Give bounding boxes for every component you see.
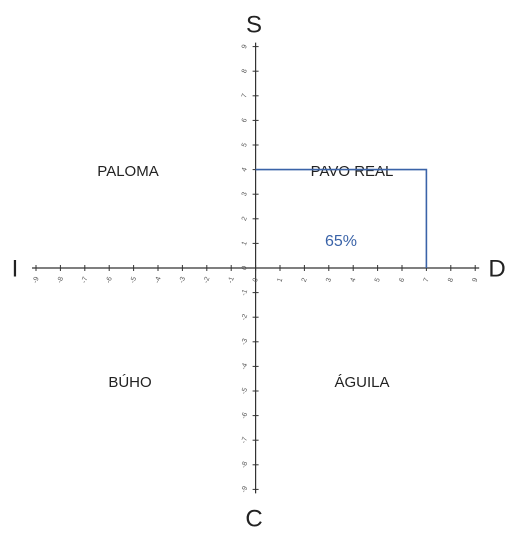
- x-tick-label: 5: [374, 277, 382, 283]
- y-tick-label: 7: [241, 93, 249, 99]
- x-tick-label: 9: [472, 277, 480, 283]
- y-tick-label: 2: [241, 216, 249, 222]
- x-tick-label: -7: [81, 276, 90, 284]
- y-tick-label: 3: [241, 191, 249, 197]
- x-tick-label: -4: [154, 276, 163, 284]
- x-tick-label: 2: [301, 277, 309, 283]
- y-tick-label: -1: [241, 289, 250, 297]
- axis-right-label: D: [488, 255, 505, 282]
- y-tick-label: 4: [241, 167, 249, 173]
- y-tick-label: -5: [241, 387, 250, 395]
- x-tick-label: -5: [130, 276, 139, 284]
- x-tick-label: 6: [398, 277, 406, 283]
- y-tick-label: 1: [241, 240, 249, 246]
- x-tick-label: 4: [350, 277, 358, 283]
- x-tick-label: 7: [423, 277, 431, 283]
- axis-top-label: S: [246, 11, 262, 38]
- quadrant-label: ÁGUILA: [334, 374, 389, 391]
- x-tick-label: -2: [203, 276, 212, 284]
- y-tick-label: -9: [241, 485, 250, 493]
- y-tick-label: 0: [241, 265, 249, 271]
- point-label: 65%: [325, 233, 357, 250]
- y-tick-label: -4: [241, 362, 250, 370]
- quadrant-label: PAVO REAL: [311, 163, 394, 180]
- point-rectangle: [255, 168, 428, 268]
- y-tick-label: 9: [241, 44, 249, 50]
- x-tick-label: -1: [227, 276, 236, 284]
- x-tick-label: 8: [447, 277, 455, 283]
- quadrant-label: PALOMA: [97, 163, 158, 180]
- y-tick-label: 8: [241, 68, 249, 74]
- x-tick-label: -9: [32, 276, 41, 284]
- y-tick-label: -7: [241, 436, 250, 444]
- y-tick-label: -3: [241, 338, 250, 346]
- y-tick-label: 5: [241, 142, 249, 148]
- y-tick-label: -2: [241, 313, 250, 321]
- y-tick-label: -8: [241, 461, 250, 469]
- x-tick-label: 1: [276, 277, 284, 283]
- x-tick-label: -6: [105, 276, 114, 284]
- axis-left-label: I: [12, 255, 19, 282]
- x-tick-label: -8: [56, 276, 65, 284]
- y-tick-label: -6: [241, 412, 250, 420]
- x-tick-label: -3: [178, 276, 187, 284]
- quadrant-label: BÚHO: [108, 374, 151, 391]
- y-tick-label: 6: [241, 117, 249, 123]
- x-tick-label: 0: [252, 277, 260, 283]
- x-tick-label: 3: [325, 277, 333, 283]
- axis-bottom-label: C: [245, 505, 262, 532]
